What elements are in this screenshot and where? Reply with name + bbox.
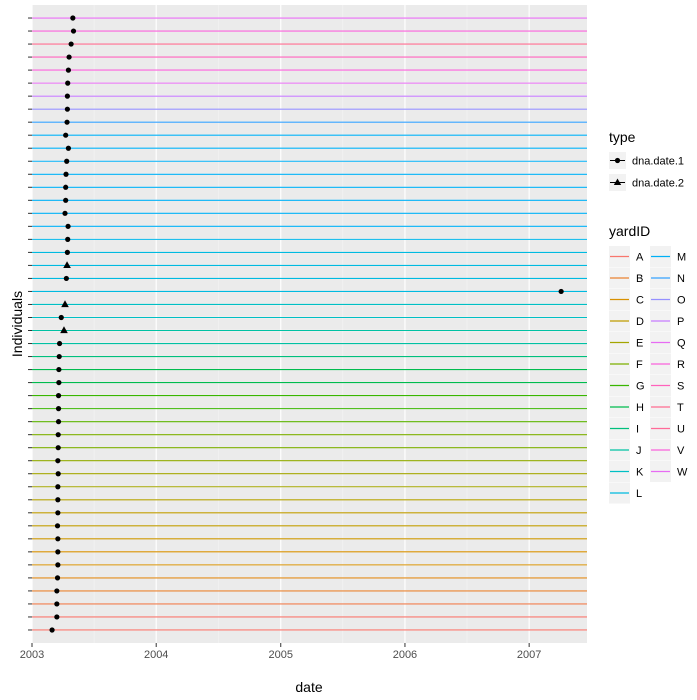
panel-background [32,5,587,643]
x-axis-title: date [295,679,322,695]
point-dna-date-1 [55,432,61,438]
x-tick-label: 2003 [20,649,44,661]
point-dna-date-1 [63,184,69,190]
point-dna-date-1 [65,223,71,229]
point-dna-date-1 [55,419,62,425]
point-dna-date-2 [61,300,69,308]
legend-yardid-label: J [636,445,642,457]
legend-yardid-label: B [636,273,643,285]
legend-yardid-label: D [636,316,644,328]
legend-yardid-title: yardID [609,223,650,239]
point-dna-date-1 [64,93,70,99]
point-dna-date-1 [58,314,64,321]
legend-yardid-label: A [636,252,644,264]
point-dna-date-1 [54,523,61,529]
legend-key-circle [614,157,621,164]
point-dna-date-1 [55,445,61,451]
legend-yardid-label: O [677,295,686,307]
point-dna-date-1 [558,288,564,295]
point-dna-date-1 [62,210,68,216]
point-dna-date-1 [56,340,63,347]
series-lines [32,17,587,631]
legend-yardid-label: L [636,488,642,500]
x-tick-label: 2007 [517,649,541,661]
legend-yardid-label: F [636,359,643,371]
point-dna-date-1 [55,471,61,477]
point-dna-date-1 [64,249,70,255]
y-axis-title: Individuals [9,291,25,357]
legend-yardid-label: N [677,273,685,285]
point-dna-date-1 [65,80,71,86]
point-dna-date-1 [68,41,74,47]
legend-yardid-label: E [636,338,643,350]
legend-yardid-label: H [636,402,644,414]
legend-key-triangle [613,178,622,185]
legend-yardid-label: W [677,467,688,479]
point-dna-date-1 [63,171,69,177]
point-dna-date-1 [55,484,61,490]
point-dna-date-2 [63,261,71,269]
point-dna-date-2 [60,326,68,334]
legend-yardid-label: G [636,381,645,393]
point-dna-date-1 [55,393,62,399]
point-dna-date-1 [55,406,62,412]
point-dna-date-1 [64,119,70,125]
y-axis-ticks [28,17,32,631]
legend-yardid-label: V [677,445,685,457]
legend-type-label: dna.date.2 [632,178,684,190]
legend-yardid-label: S [677,381,684,393]
x-tick-label: 2005 [269,649,293,661]
point-dna-date-1 [54,588,60,594]
point-dna-date-1 [65,145,72,151]
point-dna-date-1 [63,275,69,282]
point-dna-date-1 [55,510,61,516]
point-dna-date-1 [56,366,62,373]
point-dna-date-1 [55,549,61,555]
point-dna-date-1 [64,106,70,112]
legend-type-label: dna.date.1 [632,156,684,168]
point-dna-date-1 [55,497,61,503]
point-dna-date-1 [49,627,55,633]
legend-type-title: type [609,129,636,145]
point-dna-date-1 [54,614,60,620]
legend-type: type dna.date.1 dna.date.2 [609,129,684,191]
point-dna-date-1 [54,601,60,607]
legend-yardid-label: M [677,252,686,264]
legend-yardid-label: C [636,295,644,307]
point-dna-date-1 [55,562,61,568]
data-points [49,15,564,633]
legend-yardid-label: Q [677,338,686,350]
x-tick-label: 2006 [393,649,417,661]
point-dna-date-1 [63,132,69,138]
point-dna-date-1 [70,15,76,21]
point-dna-date-1 [56,379,62,386]
point-dna-date-1 [65,236,71,242]
point-dna-date-1 [66,54,72,60]
legend-yardid-label: I [636,424,639,436]
point-dna-date-1 [56,353,62,360]
point-dna-date-1 [55,458,61,464]
legend-yardid-label: T [677,402,684,414]
legend-yardid-label: U [677,424,685,436]
point-dna-date-1 [54,575,61,581]
x-tick-label: 2004 [144,649,168,661]
point-dna-date-1 [64,158,70,164]
legend-yardid-label: P [677,316,684,328]
point-dna-date-1 [65,67,72,73]
x-axis-ticks: 2003 2004 2005 2006 2007 [20,643,541,661]
point-dna-date-1 [55,536,61,542]
point-dna-date-1 [70,28,77,34]
legend-yardid-label: R [677,359,685,371]
legend-yardid-label: K [636,467,644,479]
point-dna-date-1 [63,197,69,203]
